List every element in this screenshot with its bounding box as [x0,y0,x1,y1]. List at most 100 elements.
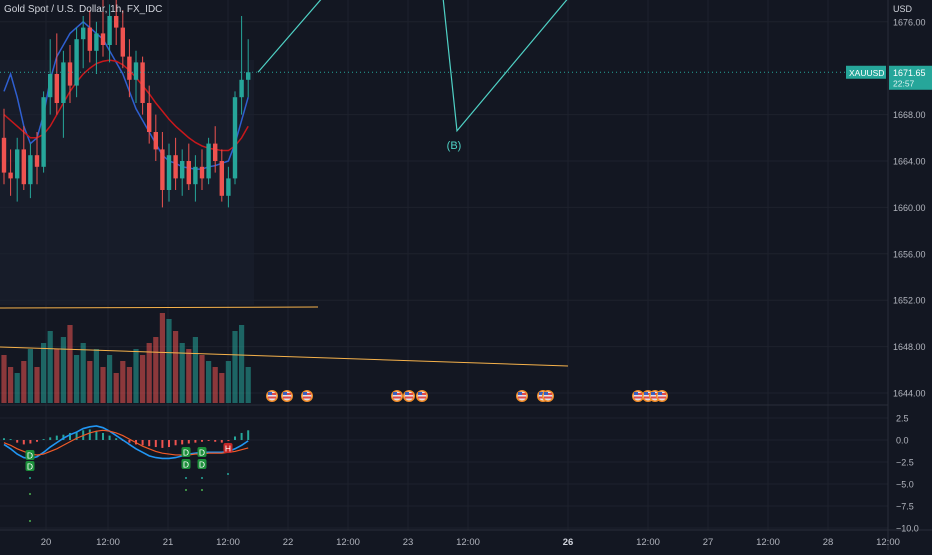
elliott-wave[interactable]: (A)(B)(C) [257,0,705,152]
candle-body [166,155,172,190]
histogram-bar [115,438,118,440]
candle-body [114,16,119,28]
event-icon-stripe [418,396,426,399]
candle-body [100,33,106,45]
event-icon-stripe [544,396,552,399]
volume-bar [27,349,33,403]
histogram-bar [247,430,250,440]
histogram-bar [207,440,210,441]
event-icon-stripe [644,396,652,399]
us-flag-event-icon[interactable] [516,390,528,402]
candle-body [219,161,224,196]
d-marker: D [199,448,205,458]
economic-events-row[interactable] [266,390,668,402]
time-axis[interactable]: 20 12:00 21 12:00 22 12:00 23 12:00 26 12:00 27 12:… [41,537,900,548]
osc-tick: −2.5 [896,458,914,468]
candle-body [160,149,165,190]
candle-body [120,27,125,57]
event-icon-stripe [303,396,311,399]
us-flag-event-icon[interactable] [281,390,293,402]
volume-bar [199,355,205,403]
price-axis[interactable]: 1704.001700.001696.001692.001688.001684.… [893,0,926,399]
us-flag-event-icon[interactable] [403,390,415,402]
d-marker-badge [197,459,207,469]
us-flag-event-icon[interactable] [391,390,403,402]
candle-body [206,143,211,179]
event-icon-canton [658,392,662,395]
time-label: 12:00 [456,537,480,548]
candle-body [180,161,185,179]
histogram-bar [49,437,52,440]
volume-bar [140,355,146,403]
candle-body [41,97,46,167]
volume-bar [74,355,80,403]
candle-body [226,178,231,196]
time-label: 22 [283,537,294,548]
histogram-bar [9,439,12,440]
histogram-bar [148,440,151,447]
time-label: 12:00 [876,537,900,548]
histogram-bar [181,440,184,445]
candle-body [173,155,178,179]
histogram-bar [174,440,177,446]
support-lines[interactable] [0,306,569,367]
event-icon-stripe [651,396,659,399]
event-icon-canton [634,392,638,395]
volume-bar [212,367,218,403]
event-icon-canton [544,392,548,395]
price-tick: 1664.00 [893,157,926,167]
histogram-bar [55,435,58,440]
volume-bar [126,367,132,403]
histogram-bar [220,440,223,443]
event-icon-canton [518,392,522,395]
d-marker: D [183,460,189,470]
event-icon-canton [268,392,272,395]
histogram-bar [75,432,78,440]
volume-bar [245,367,251,403]
signal-dot [29,477,31,479]
price-tick: 1648.00 [893,342,926,352]
us-flag-event-icon[interactable] [301,390,313,402]
us-flag-event-icon[interactable] [416,390,428,402]
d-marker: D [199,460,205,470]
histogram-bar [22,440,25,445]
symbol-title: Gold Spot / U.S. Dollar, 1h, FX_IDC [4,4,163,15]
currency-label: USD [893,4,913,14]
h-marker-badge [223,443,233,453]
histogram-bar [102,432,104,440]
signal-dot [29,520,31,522]
us-flag-event-icon[interactable] [632,390,644,402]
us-flag-event-icon[interactable] [656,390,668,402]
time-label: 12:00 [636,537,660,548]
time-label: 28 [823,537,834,548]
event-icon-canton [303,392,307,395]
candle-body [21,149,26,185]
signal-line [3,429,249,456]
event-icon-canton [283,392,287,395]
volume-bar [225,361,231,403]
candle-body [107,16,112,45]
volume-bar [166,319,172,403]
event-icon-canton [405,392,409,395]
candle-body [28,155,33,185]
us-flag-event-icon[interactable] [542,390,554,402]
event-icon-canton [644,392,648,395]
volume-bar [186,349,192,403]
histogram-bar [214,440,217,442]
time-label: 20 [41,537,52,548]
us-flag-event-icon[interactable] [266,390,278,402]
volume-bar [14,373,20,403]
event-icon-canton [418,392,422,395]
candle-body [8,172,13,179]
candle-body [61,62,66,103]
time-label: 21 [163,537,174,548]
price-tick: 1656.00 [893,249,926,259]
time-label: 23 [403,537,414,548]
volume-bar [93,349,99,403]
volume-bar [107,355,113,403]
candle-body [153,132,158,150]
